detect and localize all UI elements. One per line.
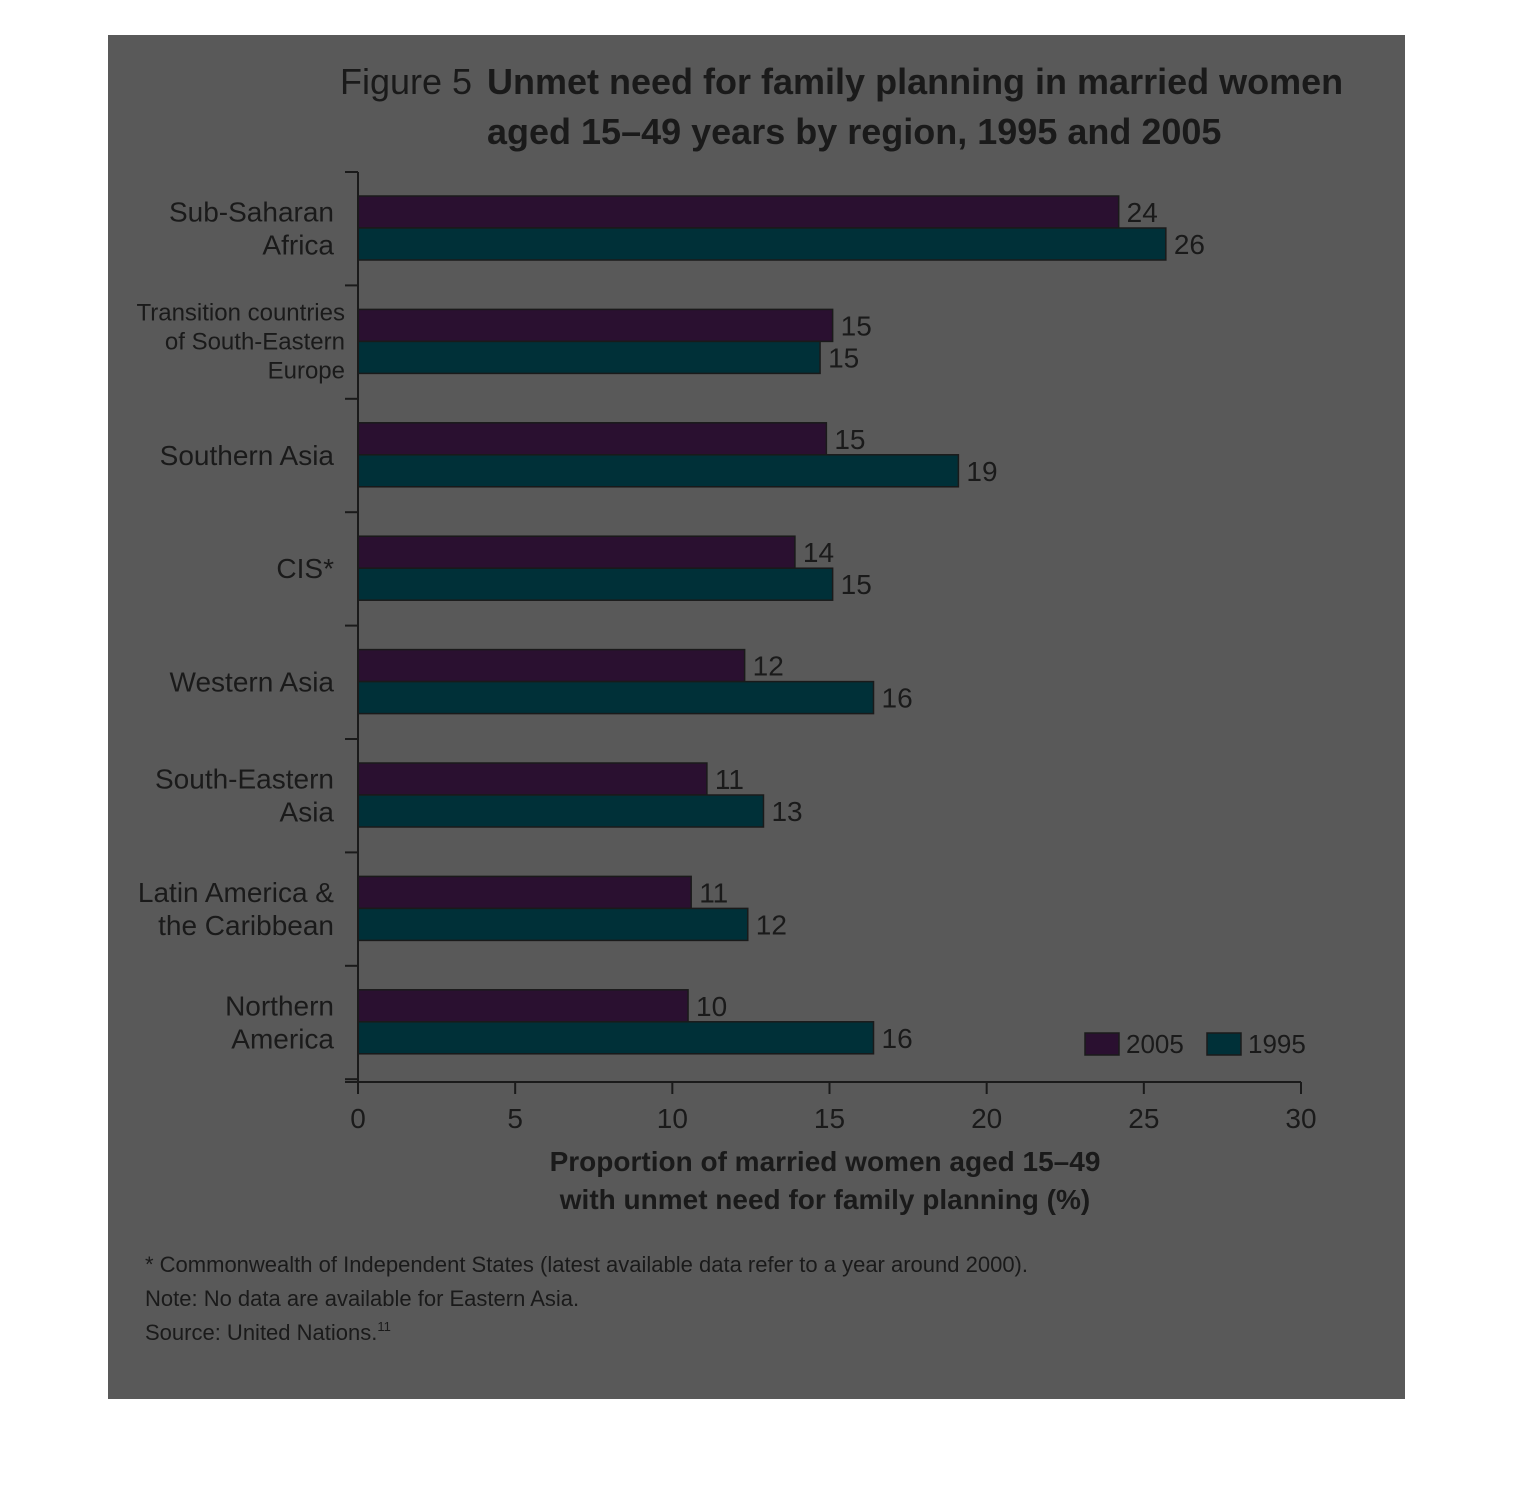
- x-tick-label-0: 0: [350, 1103, 366, 1134]
- footnote-cis: * Commonwealth of Independent States (la…: [145, 1252, 1028, 1277]
- note-eastern-asia: Note: No data are available for Eastern …: [145, 1286, 579, 1311]
- bars-group: [357, 195, 1167, 1055]
- bar-1995-3: [357, 567, 834, 601]
- x-tick-label-5: 5: [507, 1103, 523, 1134]
- figure-label: Figure 5: [340, 61, 472, 102]
- value-label-1995-3: 15: [841, 569, 872, 600]
- legend-swatch-2005: [1084, 1032, 1120, 1056]
- bar-1995-4: [357, 680, 875, 715]
- category-label-1-1: of South-Eastern: [165, 328, 345, 355]
- value-label-2005-6: 11: [699, 877, 728, 908]
- category-label-0-1: Africa: [262, 230, 334, 261]
- x-axis-title-line-2: with unmet need for family planning (%): [559, 1184, 1090, 1215]
- value-label-2005-2: 15: [834, 424, 865, 455]
- value-label-1995-6: 12: [756, 909, 787, 940]
- x-axis-title-line-1: Proportion of married women aged 15–49: [550, 1146, 1101, 1177]
- category-label-6-0: Latin America &: [138, 877, 334, 908]
- bar-2005-7: [357, 989, 689, 1023]
- category-label-6-1: the Caribbean: [158, 910, 334, 941]
- value-label-1995-1: 15: [828, 342, 859, 373]
- bar-2005-2: [357, 422, 828, 456]
- legend-label-2005: 2005: [1126, 1029, 1184, 1059]
- x-tick-label-10: 10: [657, 1103, 688, 1134]
- bar-chart: Figure 5 Unmet need for family planning …: [136, 61, 1343, 1345]
- legend: 2005 1995: [1084, 1029, 1306, 1059]
- category-label-0-0: Sub-Saharan: [169, 197, 334, 228]
- axes-group: [345, 171, 1301, 1083]
- category-label-7-1: America: [231, 1023, 334, 1054]
- category-label-1-0: Transition countries: [136, 299, 345, 326]
- value-label-2005-4: 12: [753, 651, 784, 682]
- category-label-7-0: Northern: [225, 990, 334, 1021]
- bar-2005-0: [357, 195, 1120, 229]
- category-label-5-1: Asia: [280, 797, 335, 828]
- x-tick-label-25: 25: [1128, 1103, 1159, 1134]
- bar-2005-4: [357, 648, 746, 683]
- bar-1995-2: [357, 454, 960, 488]
- category-label-2-0: Southern Asia: [160, 440, 335, 471]
- figure-title-line-2: aged 15–49 years by region, 1995 and 200…: [487, 111, 1221, 152]
- figure-panel: Figure 5 Unmet need for family planning …: [108, 35, 1405, 1399]
- bar-1995-5: [357, 794, 765, 828]
- bar-1995-1: [357, 340, 821, 375]
- bar-2005-5: [357, 762, 708, 796]
- bar-2005-3: [357, 535, 796, 569]
- value-label-1995-4: 16: [882, 683, 913, 714]
- bar-1995-7: [357, 1021, 875, 1055]
- value-label-2005-0: 24: [1127, 197, 1158, 228]
- bar-2005-1: [357, 308, 834, 343]
- bar-2005-6: [357, 875, 692, 910]
- legend-swatch-1995: [1206, 1032, 1242, 1056]
- x-ticks-group: 0 5 10 15 20 25 30: [350, 1082, 1317, 1134]
- value-label-2005-7: 10: [696, 991, 727, 1022]
- bar-1995-0: [357, 227, 1167, 261]
- x-tick-label-20: 20: [971, 1103, 1002, 1134]
- category-label-5-0: South-Eastern: [155, 764, 334, 795]
- legend-label-1995: 1995: [1248, 1029, 1306, 1059]
- value-label-2005-3: 14: [803, 537, 834, 568]
- x-tick-label-15: 15: [814, 1103, 845, 1134]
- x-tick-label-30: 30: [1285, 1103, 1316, 1134]
- figure-title-line-1: Unmet need for family planning in marrie…: [487, 61, 1343, 102]
- value-label-1995-0: 26: [1174, 229, 1205, 260]
- value-label-1995-2: 19: [966, 456, 997, 487]
- category-label-3-0: CIS*: [276, 553, 334, 584]
- value-label-2005-1: 15: [841, 310, 872, 341]
- category-label-1-2: Europe: [268, 357, 345, 384]
- value-label-1995-7: 16: [882, 1023, 913, 1054]
- category-label-4-0: Western Asia: [170, 667, 335, 698]
- bar-1995-6: [357, 907, 749, 942]
- value-label-1995-5: 13: [771, 796, 802, 827]
- source-note: Source: United Nations.11: [145, 1319, 391, 1345]
- value-label-2005-5: 11: [715, 764, 744, 795]
